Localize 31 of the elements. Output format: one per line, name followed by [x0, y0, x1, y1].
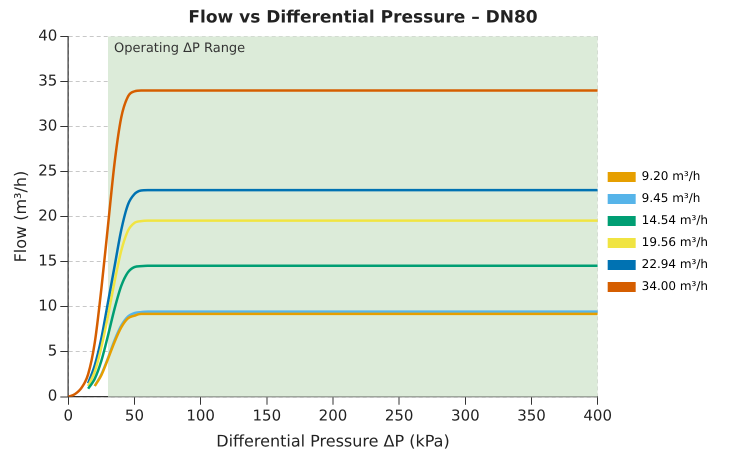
- legend-label: 14.54 m³/h: [642, 213, 708, 228]
- band-label: Operating ΔP Range: [114, 40, 246, 56]
- x-tick-label: 350: [517, 406, 546, 425]
- y-axis-title: Flow (m³/h): [10, 170, 30, 262]
- legend-label: 19.56 m³/h: [642, 235, 708, 250]
- x-axis-title: Differential Pressure ΔP (kPa): [216, 432, 450, 451]
- chart-title: Flow vs Differential Pressure – DN80: [188, 8, 538, 28]
- x-tick-label: 300: [451, 406, 480, 425]
- y-tick-label: 20: [38, 206, 58, 224]
- y-tick-label: 5: [48, 342, 58, 360]
- y-tick-label: 15: [38, 252, 58, 270]
- x-tick-label: 400: [583, 406, 612, 425]
- legend-label: 22.94 m³/h: [642, 257, 708, 272]
- y-tick-label: 10: [38, 296, 58, 315]
- x-tick-label: 50: [124, 406, 144, 425]
- x-tick-label: 150: [252, 406, 282, 425]
- line-series: [86, 219, 598, 388]
- y-tick-label: 25: [38, 161, 58, 180]
- line-series: [86, 264, 598, 390]
- y-tick-label: 40: [38, 26, 58, 44]
- x-tick-label: 100: [186, 406, 215, 425]
- y-tick-label: 35: [38, 71, 58, 90]
- y-tick-label: 0: [48, 386, 58, 405]
- legend-label: 9.20 m³/h: [642, 169, 700, 184]
- x-tick-label: 250: [384, 406, 414, 425]
- x-tick-label: 0: [64, 406, 74, 425]
- line-series: [86, 188, 598, 385]
- legend-label: 34.00 m³/h: [642, 279, 708, 294]
- y-tick-label: 30: [38, 116, 58, 134]
- legend-label: 9.45 m³/h: [642, 191, 700, 206]
- x-tick-label: 200: [318, 406, 348, 425]
